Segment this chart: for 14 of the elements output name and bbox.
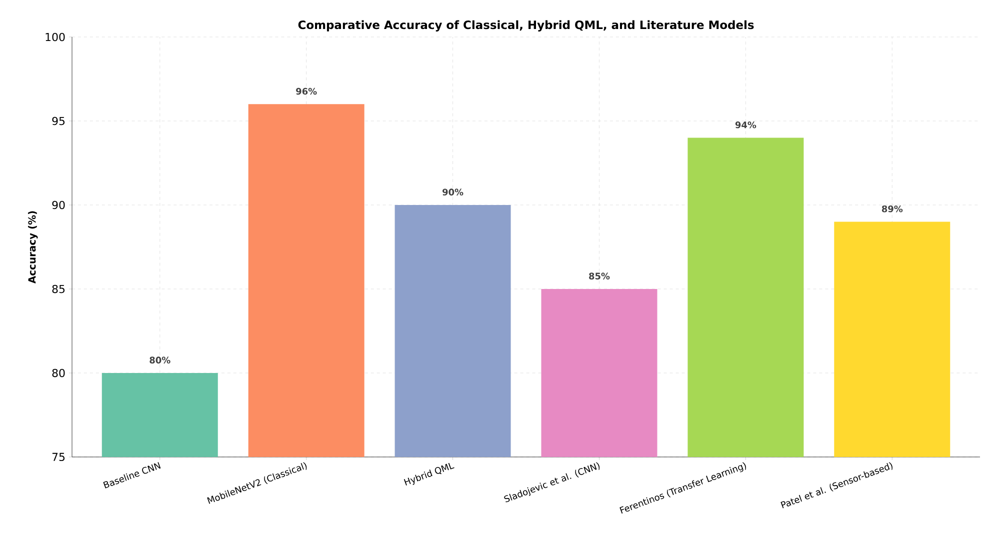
data-label: 85% bbox=[589, 272, 610, 280]
y-tick-label: 95 bbox=[52, 116, 65, 126]
chart-title: Comparative Accuracy of Classical, Hybrid QML, and Literature Models bbox=[298, 20, 754, 32]
y-tick-label: 80 bbox=[52, 368, 65, 378]
data-label: 89% bbox=[882, 205, 903, 212]
y-tick-label: 85 bbox=[52, 284, 65, 294]
y-tick-label: 75 bbox=[52, 452, 65, 462]
data-label: 94% bbox=[735, 121, 756, 128]
y-axis-title: Accuracy (%) bbox=[28, 211, 38, 284]
data-label: 96% bbox=[296, 88, 317, 95]
data-label: 80% bbox=[150, 356, 170, 364]
data-label: 90% bbox=[442, 188, 464, 196]
y-tick-label: 100 bbox=[46, 32, 65, 42]
y-tick-label: 90 bbox=[52, 200, 65, 210]
